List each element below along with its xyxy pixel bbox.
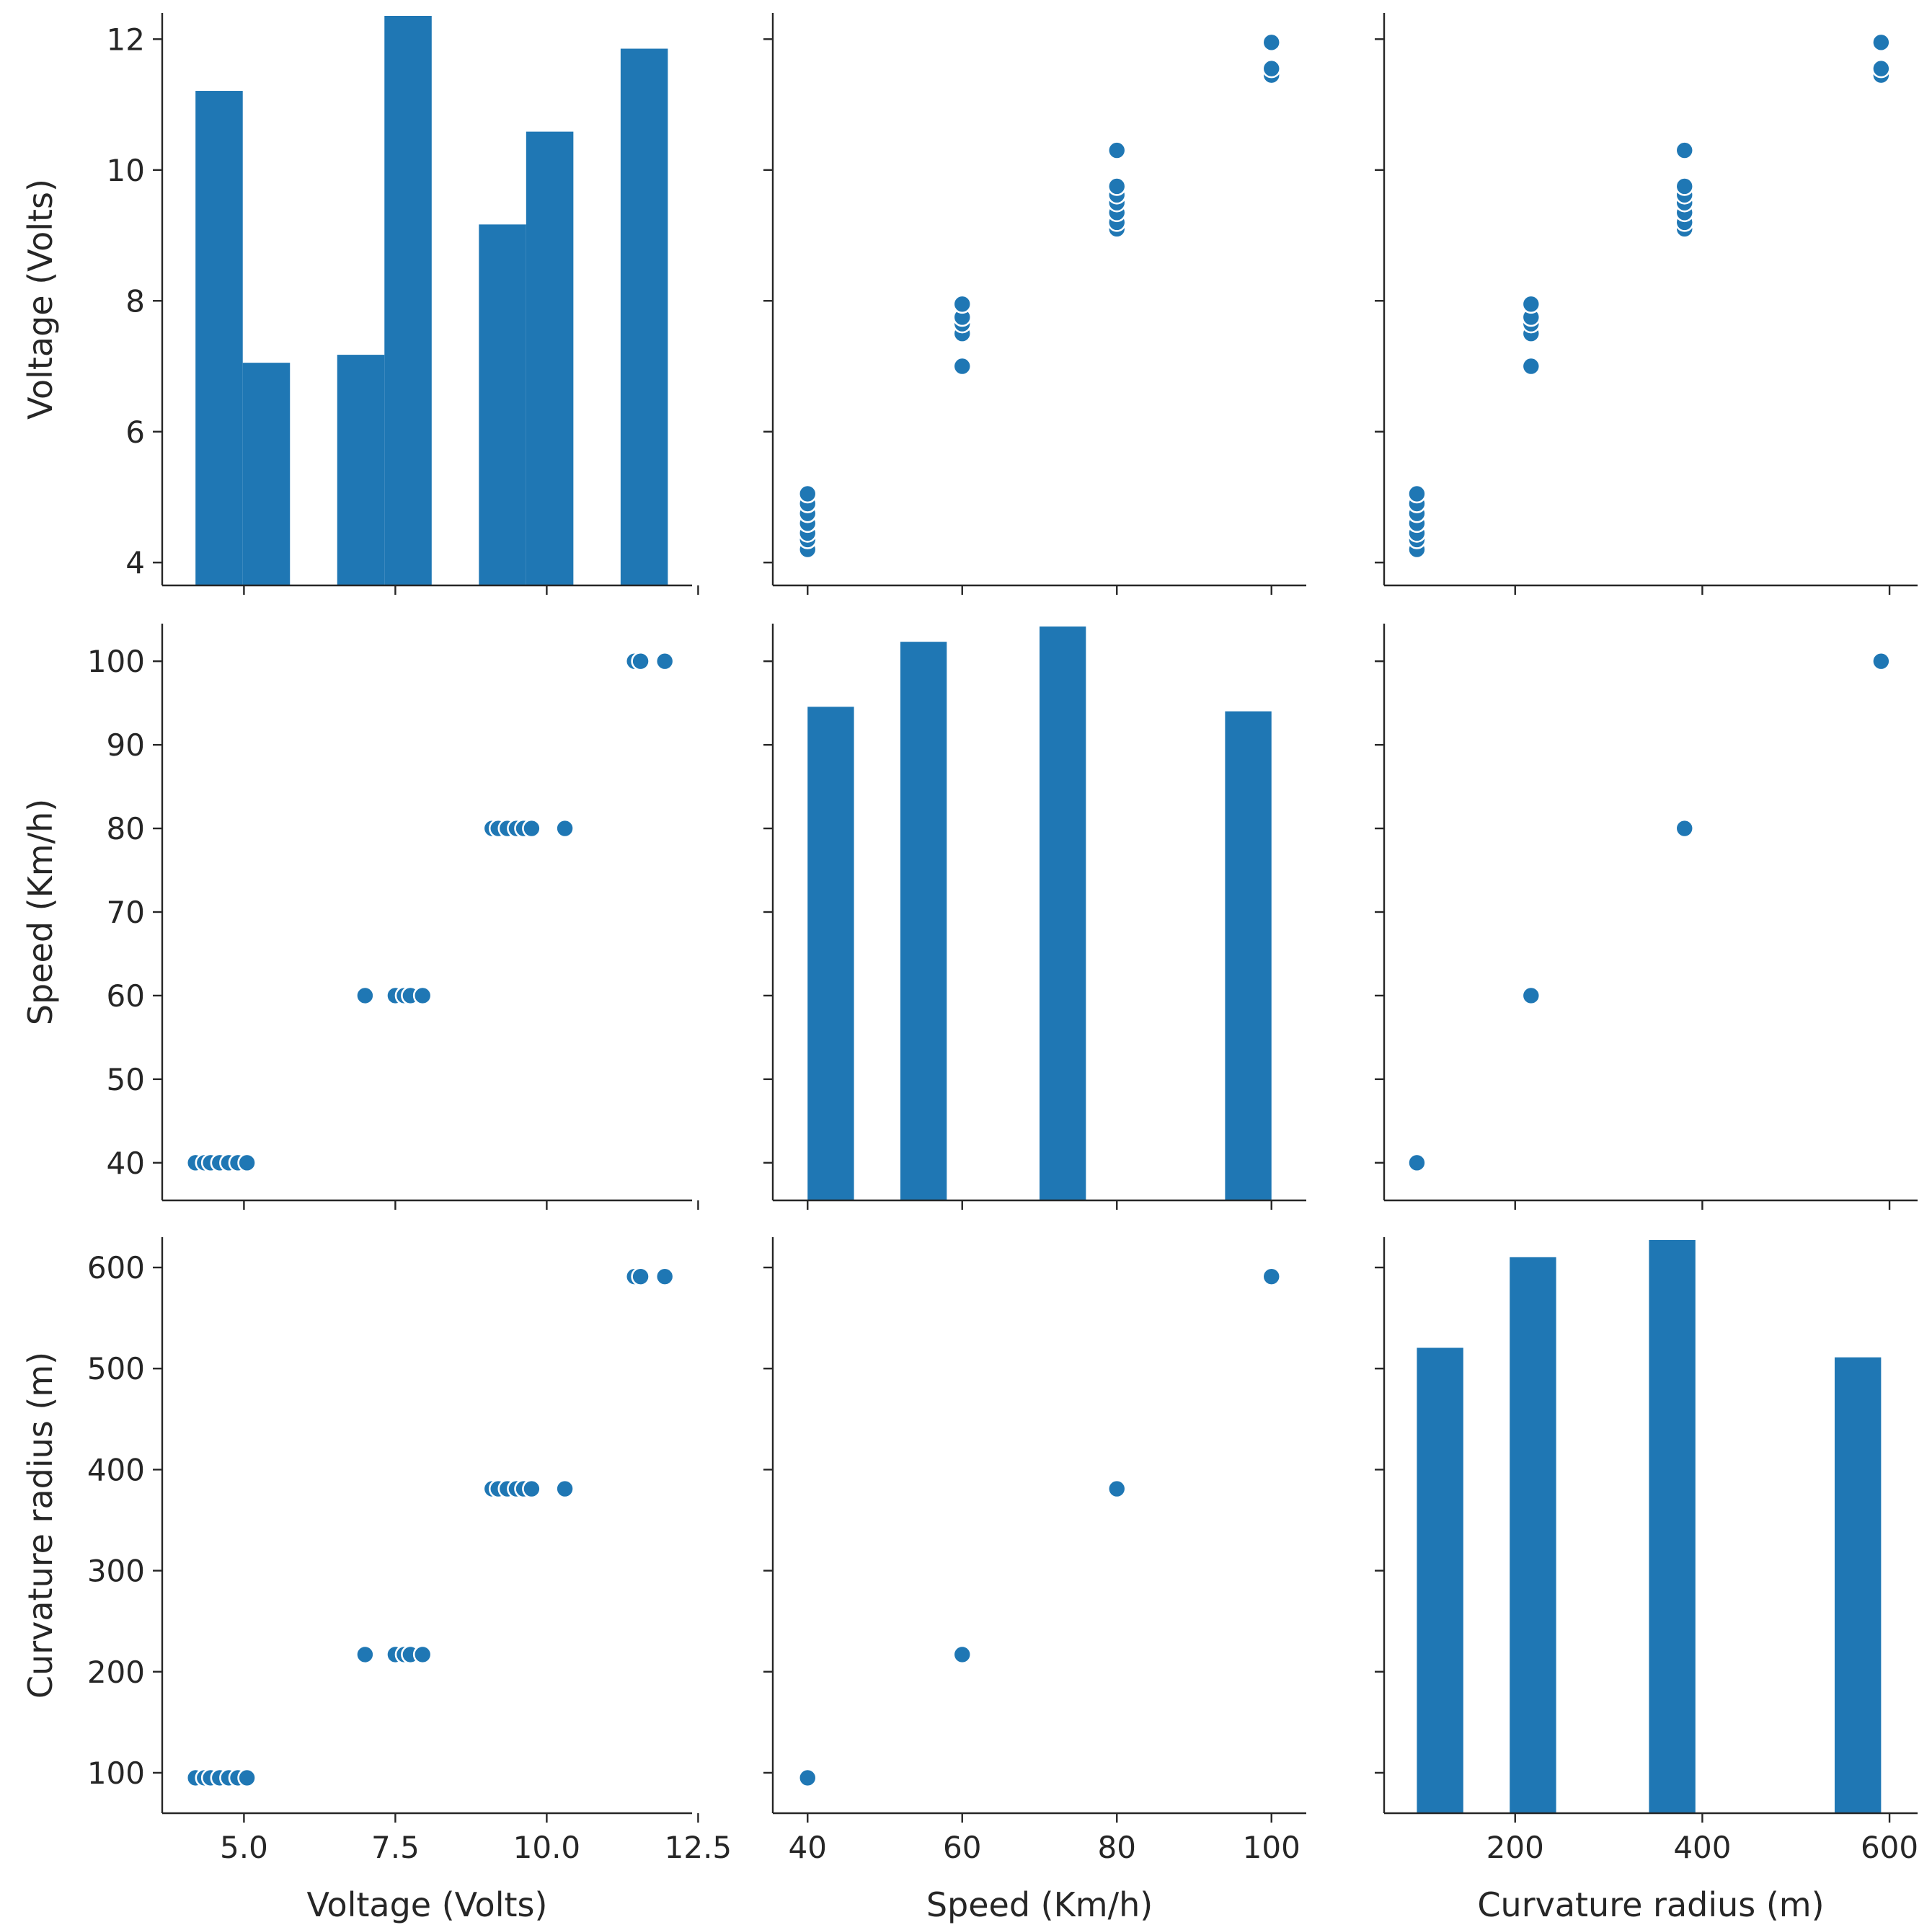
x-tick-label: 200 [1486,1830,1544,1865]
x-tick-label: 40 [789,1830,827,1865]
y-tick-label: 70 [107,895,145,930]
y-tick-label: 80 [107,811,145,846]
y-tick-label: 400 [87,1452,145,1487]
panel-r2-c2: 200 400 600 Curvature radius (m) [1375,1237,1918,1924]
y-tick-label: 60 [107,978,145,1014]
scatter-point-speed-radius-6 [797,1768,817,1788]
scatter-point-voltage-speed-20 [631,651,650,671]
y-tick-label: 90 [107,727,145,763]
x-tick-label: 5.0 [220,1830,268,1865]
y-tick-label: 300 [87,1554,145,1589]
scatter-point-speed-voltage-18 [1107,141,1127,160]
scatter-point-radius-voltage-17 [1675,177,1695,196]
scatter-point-speed-voltage-21 [1262,32,1282,53]
hist-bar-voltage-7 [526,131,574,585]
y-tick-label: 4 [125,545,145,580]
scatter-point-voltage-radius-6 [237,1768,257,1788]
panel-r0-c1 [763,13,1306,595]
y-tick-label: 6 [125,415,145,450]
hist-bar-voltage-6 [479,224,526,585]
scatter-point-speed-voltage-11 [952,294,972,314]
hist-bar-speed-2 [900,642,947,1200]
scatter-point-speed-voltage-17 [1107,177,1127,196]
scatter-point-speed-radius-21 [1262,1267,1282,1286]
x-tick-label: 7.5 [371,1830,420,1865]
hist-bar-radius-2 [1510,1257,1556,1813]
scatter-point-radius-voltage-20 [1871,58,1891,79]
hist-bar-speed-0 [807,707,854,1200]
hist-bar-radius-5 [1649,1240,1696,1813]
y-tick-label: 100 [87,1756,145,1791]
scatter-point-voltage-speed-18 [555,818,575,838]
x-axis-title: Curvature radius (m) [1477,1885,1824,1924]
scatter-point-voltage-speed-7 [355,986,375,1006]
y-tick-label: 12 [107,22,145,57]
scatter-point-voltage-radius-21 [655,1267,675,1286]
hist-bar-voltage-1 [242,363,291,585]
y-tick-label: 600 [87,1250,145,1285]
x-tick-label: 60 [943,1830,981,1865]
scatter-point-speed-voltage-20 [1262,58,1282,79]
scatter-point-speed-voltage-6 [797,484,817,504]
scatter-point-speed-voltage-7 [952,356,972,376]
panel-r0-c2 [1375,13,1918,595]
x-tick-label: 400 [1673,1830,1731,1865]
scatter-point-voltage-radius-11 [412,1645,433,1665]
scatter-point-radius-voltage-7 [1521,356,1541,376]
panel-r1-c1 [763,624,1306,1210]
scatter-point-speed-radius-11 [952,1645,972,1665]
hist-bar-voltage-3 [337,355,385,585]
panel-r0-c0: 4 6 8 10 12 Voltage (Volts) [21,13,699,595]
y-tick-label: 200 [87,1655,145,1690]
x-axis-title: Voltage (Volts) [307,1885,548,1924]
hist-bar-speed-5 [1040,627,1086,1200]
scatter-point-radius-speed-6 [1407,1153,1427,1173]
panel-r2-c1: 40 60 80 100 Speed (Km/h) [763,1237,1306,1924]
scatter-point-voltage-radius-7 [355,1645,375,1665]
y-tick-label: 500 [87,1351,145,1386]
hist-bar-voltage-4 [384,16,432,585]
panel-r1-c2 [1375,624,1918,1210]
scatter-point-voltage-radius-18 [555,1479,575,1499]
y-tick-label: 40 [107,1146,145,1181]
scatter-point-radius-voltage-18 [1675,141,1695,160]
y-tick-label: 10 [107,153,145,188]
y-tick-label: 8 [125,283,145,319]
scatter-point-radius-speed-21 [1871,651,1891,671]
hist-bar-voltage-9 [620,48,668,585]
x-tick-label: 10.0 [513,1830,581,1865]
scatter-point-radius-speed-18 [1675,818,1695,838]
scatter-point-speed-radius-18 [1107,1479,1127,1499]
scatter-point-voltage-radius-17 [522,1479,541,1499]
x-tick-label: 80 [1098,1830,1136,1865]
y-axis-title: Voltage (Volts) [21,179,60,420]
x-tick-label: 12.5 [665,1830,732,1865]
hist-bar-radius-9 [1834,1357,1882,1813]
scatter-point-voltage-speed-11 [412,986,433,1006]
panel-r2-c0: 5.0 7.5 10.0 12.5 100 200 300 400 500 600 Voltage … [21,1237,732,1924]
x-tick-label: 600 [1861,1830,1918,1865]
scatter-point-radius-speed-11 [1521,986,1541,1006]
hist-bar-radius-0 [1417,1347,1463,1813]
hist-bar-speed-9 [1225,711,1272,1200]
scatter-point-voltage-radius-20 [631,1267,650,1286]
scatter-point-voltage-speed-21 [655,651,675,671]
panel-r1-c0: 40 50 60 70 80 90 100 Speed (Km/h) [21,624,699,1210]
scatter-point-radius-voltage-6 [1407,484,1427,504]
x-axis-title: Speed (Km/h) [926,1885,1153,1924]
scatter-point-voltage-speed-17 [522,818,541,838]
hist-bar-voltage-0 [195,91,243,586]
scatter-point-radius-voltage-11 [1521,294,1541,314]
y-axis-title: Curvature radius (m) [21,1352,60,1699]
y-axis-title: Speed (Km/h) [21,799,60,1025]
y-tick-label: 50 [107,1062,145,1097]
x-tick-label: 100 [1243,1830,1300,1865]
scatter-point-voltage-speed-6 [237,1153,257,1173]
scatter-point-radius-voltage-21 [1871,32,1891,53]
y-tick-label: 100 [87,644,145,679]
